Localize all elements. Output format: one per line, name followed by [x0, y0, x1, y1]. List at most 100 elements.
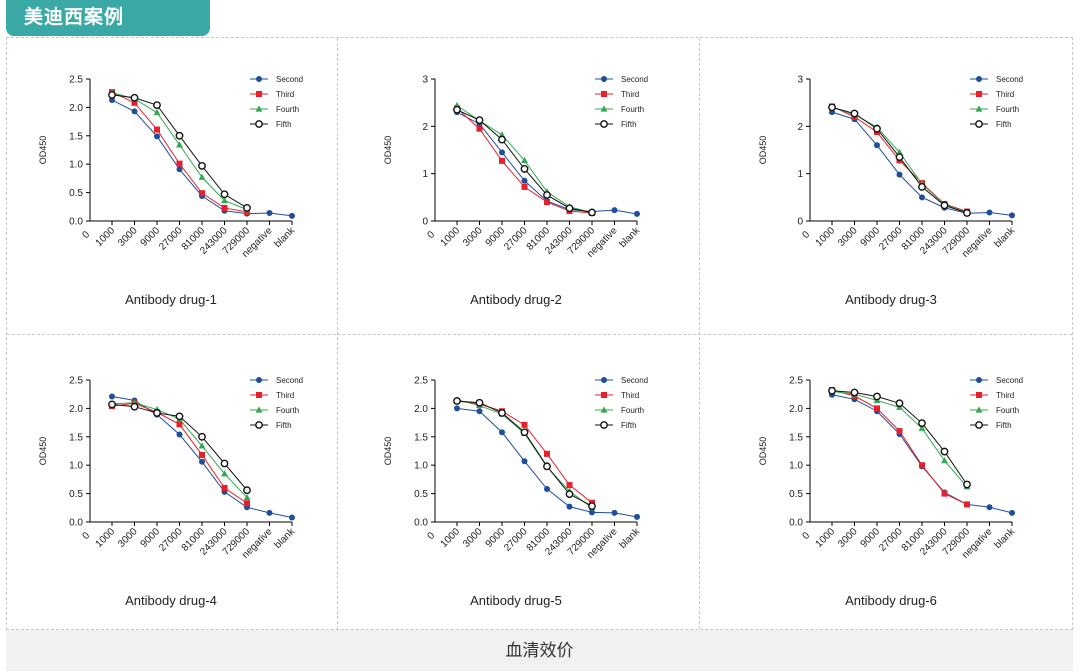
y-tick-label: 0.5 — [69, 489, 83, 500]
data-point-third — [176, 421, 183, 428]
legend-marker — [255, 105, 263, 112]
legend-label: Fifth — [996, 421, 1012, 430]
data-point-second — [611, 207, 618, 214]
data-point-fifth — [475, 116, 484, 125]
legend-label: Third — [996, 391, 1014, 400]
data-point-fifth — [243, 204, 251, 212]
data-point-fifth — [243, 486, 251, 495]
data-point-fifth — [588, 502, 596, 510]
data-point-fifth — [940, 447, 949, 456]
data-point-fifth — [918, 419, 926, 428]
legend-marker — [975, 120, 983, 128]
data-point-second — [176, 166, 183, 173]
y-tick-label: 0.0 — [789, 518, 803, 529]
data-point-third — [521, 421, 528, 428]
data-point-fifth — [520, 428, 529, 437]
y-tick-label: 3 — [422, 75, 428, 86]
y-tick-label: 1.5 — [789, 432, 803, 443]
data-point-second — [896, 171, 903, 178]
data-point-second — [589, 509, 595, 516]
legend-label: Fifth — [621, 120, 637, 129]
data-point-second — [521, 177, 528, 184]
y-axis-label: OD450 — [758, 437, 768, 466]
data-point-fifth — [565, 204, 574, 213]
legend-label: Fourth — [276, 406, 299, 415]
data-point-fifth — [940, 201, 949, 210]
y-axis-label: OD450 — [383, 437, 393, 466]
y-axis-label: OD450 — [383, 136, 393, 165]
footer-caption: 血清效价 — [6, 630, 1073, 671]
data-point-fifth — [453, 397, 461, 405]
y-tick-label: 0.5 — [69, 188, 83, 199]
legend-label: Second — [621, 75, 648, 84]
legend-marker — [976, 76, 982, 82]
legend-label: Fourth — [621, 406, 644, 415]
y-tick-label: 1.5 — [414, 432, 428, 443]
chart-title: Antibody drug-5 — [470, 593, 562, 608]
data-point-second — [611, 509, 618, 516]
data-point-second — [544, 486, 550, 493]
y-tick-label: 0.0 — [414, 518, 428, 529]
legend-marker — [256, 392, 262, 398]
data-point-second — [986, 209, 993, 216]
legend-label: Fifth — [276, 120, 292, 129]
data-point-second — [176, 431, 183, 438]
legend: Second Third Fourth Fifth — [595, 75, 648, 129]
data-point-second — [521, 458, 528, 465]
data-point-third — [244, 500, 250, 507]
y-tick-label: 1.5 — [69, 131, 83, 142]
data-point-third — [874, 405, 880, 412]
legend: Second Third Fourth Fifth — [250, 376, 303, 430]
y-tick-label: 0 — [797, 217, 803, 228]
data-point-fifth — [175, 412, 184, 421]
data-point-second — [266, 210, 273, 217]
data-point-third — [521, 183, 528, 190]
data-point-fourth — [176, 141, 183, 148]
legend-marker — [601, 91, 607, 97]
y-tick-label: 1.0 — [414, 461, 428, 472]
data-point-fifth — [828, 386, 836, 395]
data-point-second — [634, 513, 640, 520]
y-tick-label: 0.0 — [69, 217, 83, 228]
data-point-fourth — [198, 173, 206, 180]
data-point-fifth — [873, 392, 881, 401]
data-point-fifth — [873, 124, 881, 133]
legend-marker — [255, 120, 263, 128]
legend: Second Third Fourth Fifth — [250, 75, 303, 129]
data-point-third — [221, 484, 228, 491]
y-tick-label: 2.5 — [69, 75, 83, 86]
legend-marker — [975, 406, 983, 413]
data-point-fifth — [850, 388, 859, 397]
y-tick-label: 1 — [422, 169, 428, 180]
data-point-fifth — [453, 105, 461, 114]
chart-title: Antibody drug-3 — [845, 292, 937, 307]
data-point-fifth — [108, 91, 116, 99]
data-point-second — [634, 210, 640, 217]
data-point-third — [566, 482, 573, 489]
data-point-fourth — [918, 424, 926, 431]
data-point-second — [109, 97, 115, 104]
data-point-third — [964, 501, 970, 508]
data-point-fifth — [588, 208, 596, 217]
data-point-fifth — [828, 103, 836, 112]
data-point-fifth — [175, 131, 184, 140]
y-axis-label: OD450 — [38, 437, 48, 466]
y-tick-label: 2.5 — [69, 376, 83, 387]
chart-title: Antibody drug-2 — [470, 292, 562, 307]
legend-label: Second — [996, 376, 1023, 385]
legend-marker — [975, 421, 983, 429]
data-point-fourth — [221, 470, 228, 477]
data-point-second — [499, 149, 505, 156]
y-tick-label: 1 — [797, 169, 803, 180]
y-tick-label: 0.5 — [789, 489, 803, 500]
legend-marker — [600, 421, 608, 429]
legend-label: Third — [996, 90, 1014, 99]
x-origin-label: 0 — [800, 530, 812, 542]
legend-label: Third — [621, 90, 639, 99]
data-point-second — [919, 194, 925, 201]
